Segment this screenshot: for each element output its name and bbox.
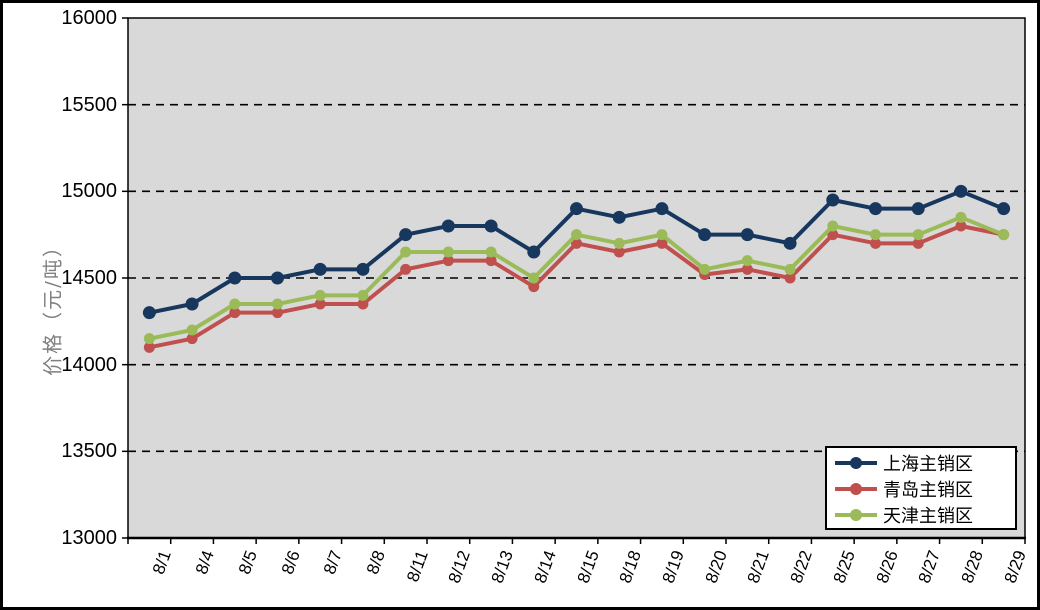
data-point-marker	[826, 193, 840, 207]
data-point-marker	[142, 306, 156, 320]
data-point-marker	[827, 220, 839, 232]
data-point-marker	[997, 202, 1011, 216]
data-point-marker	[356, 262, 370, 276]
data-point-marker	[442, 246, 454, 258]
data-point-marker	[313, 262, 327, 276]
data-point-marker	[870, 229, 881, 241]
legend-label: 青岛主销区	[883, 480, 973, 501]
data-point-marker	[740, 228, 754, 242]
data-point-marker	[783, 236, 797, 250]
legend-item-shanghai: 上海主销区	[833, 450, 1009, 476]
data-point-marker	[314, 289, 326, 301]
data-point-marker	[527, 245, 541, 259]
data-point-marker	[271, 271, 284, 285]
data-point-marker	[528, 281, 540, 293]
data-point-marker	[571, 229, 582, 241]
data-point-marker	[869, 202, 882, 216]
data-point-marker	[229, 307, 241, 319]
y-axis-tick-label: 14500	[61, 267, 117, 289]
data-point-marker	[741, 263, 753, 275]
data-point-marker	[441, 219, 455, 233]
data-point-marker	[186, 333, 198, 345]
data-point-marker	[741, 255, 753, 267]
data-point-marker	[399, 228, 413, 242]
data-point-marker	[272, 298, 283, 310]
data-point-marker	[484, 219, 498, 233]
data-point-marker	[571, 237, 582, 249]
data-point-marker	[143, 333, 155, 345]
data-point-marker	[185, 297, 199, 311]
data-point-marker	[400, 246, 412, 258]
data-point-marker	[784, 263, 796, 275]
data-point-marker	[656, 237, 668, 249]
data-point-marker	[911, 202, 925, 216]
data-point-marker	[699, 263, 711, 275]
data-point-marker	[698, 228, 712, 242]
data-point-marker	[998, 229, 1010, 241]
data-point-marker	[656, 229, 668, 241]
data-point-marker	[613, 246, 625, 258]
data-point-marker	[442, 255, 454, 267]
line-chart	[122, 17, 1026, 544]
data-point-marker	[485, 255, 497, 267]
y-axis-tick-label: 14000	[61, 353, 117, 376]
data-point-marker	[186, 324, 198, 336]
data-point-marker	[954, 184, 968, 198]
data-point-marker	[400, 263, 412, 275]
data-point-marker	[143, 341, 155, 353]
legend-line-marker-icon	[835, 457, 877, 469]
data-point-marker	[912, 229, 924, 241]
data-point-marker	[955, 211, 967, 223]
data-point-marker	[357, 298, 369, 310]
legend: 上海主销区 青岛主销区 天津主销区	[825, 446, 1017, 530]
legend-item-tianjin: 天津主销区	[833, 502, 1009, 528]
data-point-marker	[485, 246, 497, 258]
data-point-marker	[655, 202, 669, 216]
data-point-marker	[612, 210, 626, 224]
data-point-marker	[570, 202, 583, 216]
data-point-marker	[870, 237, 881, 249]
legend-label: 天津主销区	[883, 506, 973, 527]
data-point-marker	[228, 271, 242, 285]
y-axis-tick-label: 15000	[61, 180, 117, 203]
data-point-marker	[912, 237, 924, 249]
data-point-marker	[955, 220, 967, 232]
data-point-marker	[613, 237, 625, 249]
legend-item-qingdao: 青岛主销区	[833, 476, 1009, 502]
y-axis-tick-label: 13000	[61, 527, 117, 549]
data-point-marker	[784, 272, 796, 284]
legend-line-marker-icon	[835, 483, 877, 495]
data-point-marker	[357, 289, 369, 301]
data-point-marker	[229, 298, 241, 310]
data-point-marker	[272, 307, 283, 319]
y-axis-tick-label: 16000	[61, 7, 117, 29]
legend-label: 上海主销区	[883, 454, 973, 475]
legend-line-marker-icon	[835, 509, 877, 521]
y-axis-tick-label: 15500	[61, 93, 117, 116]
data-point-marker	[314, 298, 326, 310]
data-point-marker	[827, 229, 839, 241]
y-axis-tick-label: 13500	[61, 440, 117, 463]
data-point-marker	[528, 272, 540, 284]
